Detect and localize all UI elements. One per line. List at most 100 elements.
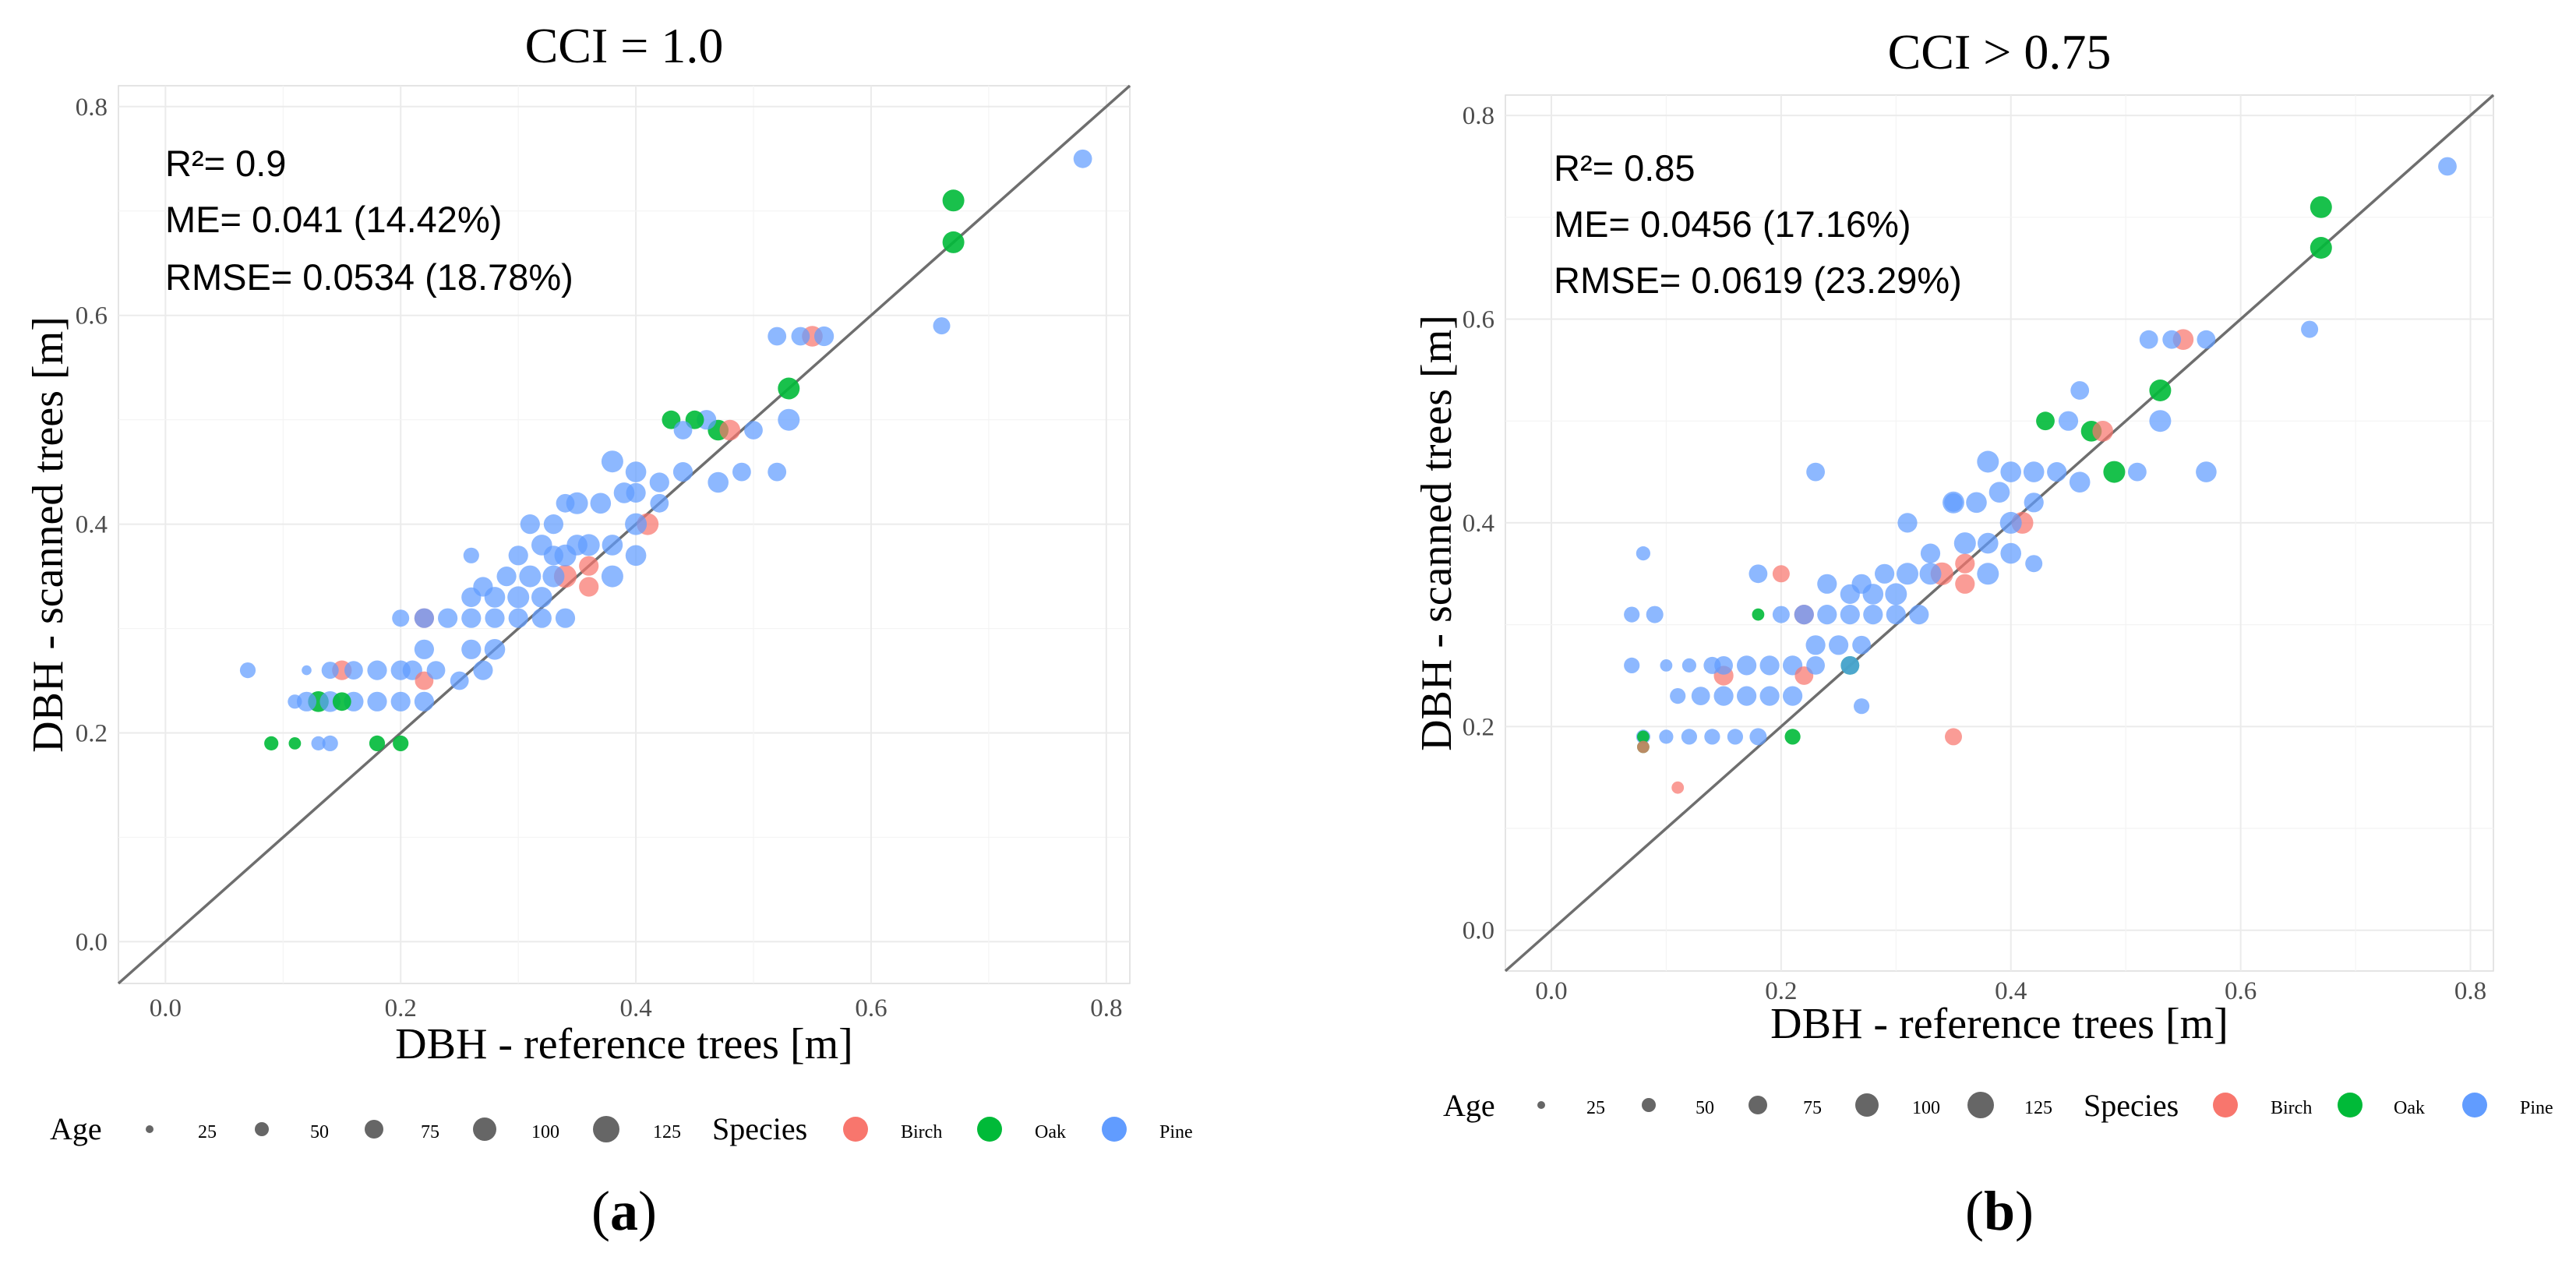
data-point-pine [461, 587, 482, 608]
x-tick-label: 0.2 [385, 994, 417, 1022]
data-point-pine [625, 545, 647, 567]
data-point-oak [1637, 730, 1650, 743]
species-label-pine: Pine [2520, 1098, 2553, 1118]
data-point-pine [2197, 330, 2216, 349]
stats-annotation: R²= 0.9 ME= 0.041 (14.42%) RMSE= 0.0534 … [165, 143, 573, 298]
data-point-pine [438, 608, 458, 628]
data-point-pine [1659, 729, 1674, 744]
data-point-pine [322, 735, 338, 752]
age-label-100: 100 [531, 1122, 559, 1142]
legend: Age 25 50 75 100 125 Species Birch Oak P… [1443, 1088, 2553, 1123]
data-point-oak [942, 189, 965, 212]
y-tick-label: 0.2 [76, 720, 108, 748]
data-point-pine [2196, 461, 2217, 482]
y-tick-label: 0.0 [1463, 917, 1494, 945]
data-point-pine [1759, 655, 1780, 676]
data-point-pine [1920, 543, 1941, 563]
data-point-pine [367, 660, 387, 680]
data-point-oak [2149, 380, 2172, 401]
data-point-pine [1988, 482, 2010, 503]
data-point-pine [1897, 563, 1918, 585]
x-tick-label: 0.6 [2225, 977, 2257, 1005]
data-point-pine [1737, 655, 1757, 676]
data-point-pine [311, 736, 326, 751]
data-point-pine [1977, 563, 1999, 585]
species-key-birch [843, 1117, 868, 1142]
data-point-pine [2162, 330, 2182, 349]
data-point-pine [626, 482, 646, 503]
data-point-oak [369, 735, 386, 752]
age-key-100 [473, 1117, 496, 1141]
points [239, 149, 1092, 752]
species-label-birch: Birch [901, 1122, 942, 1142]
me-stat: ME= 0.041 (14.42%) [165, 199, 502, 240]
species-label-oak: Oak [1035, 1122, 1066, 1142]
data-point-pine [390, 691, 411, 711]
data-point-pine [543, 514, 564, 535]
chart-title: CCI > 0.75 [1888, 24, 2112, 79]
data-point-pine [1829, 635, 1849, 655]
species-key-oak [2338, 1093, 2363, 1117]
chart-title: CCI = 1.0 [525, 18, 724, 73]
data-point-pine [732, 462, 751, 482]
data-point-pine [1670, 688, 1686, 704]
data-point-pine [2301, 320, 2319, 338]
data-point-pine [1817, 605, 1837, 625]
data-point-pine [1863, 605, 1883, 625]
y-tick-label: 0.0 [76, 928, 108, 956]
data-point-oak [332, 692, 351, 711]
data-point-pine [1759, 686, 1780, 706]
x-tick-label: 0.6 [855, 994, 887, 1022]
x-tick-label: 0.2 [1765, 977, 1797, 1005]
species-key-pine [2462, 1093, 2487, 1117]
data-point-pine [650, 493, 669, 513]
age-label-25: 25 [198, 1122, 217, 1142]
data-point-pine [2025, 555, 2043, 573]
data-point-pine [1978, 532, 1999, 554]
data-point-pine [1999, 511, 2022, 534]
data-point-pine [768, 327, 787, 346]
data-point-pine [1646, 606, 1664, 623]
panel-b: CCI > 0.75 R²= 0.85 ME= 0.0456 (17.16%) … [1413, 24, 2553, 1242]
data-point-pine [507, 586, 530, 609]
data-point-pine [1794, 605, 1814, 625]
data-point-pine [1624, 606, 1640, 623]
age-label-100: 100 [1912, 1098, 1940, 1118]
data-point-pine [1919, 563, 1942, 585]
points [1624, 157, 2457, 794]
data-point-pine [1886, 605, 1906, 625]
data-point-pine [484, 639, 506, 660]
data-point-pine [542, 565, 565, 588]
data-point-birch [1772, 565, 1790, 583]
data-point-pine [1840, 605, 1860, 625]
data-point-pine [414, 691, 435, 711]
r2-stat: R²= 0.9 [165, 143, 286, 184]
data-point-oak [264, 736, 279, 751]
data-point-pine [543, 545, 564, 566]
data-point-pine [1805, 635, 1826, 655]
data-point-pine [602, 535, 623, 556]
age-key-25 [146, 1125, 154, 1133]
data-point-birch [1637, 740, 1650, 754]
x-tick-label: 0.0 [1535, 977, 1567, 1005]
y-tick-label: 0.6 [1463, 306, 1494, 334]
data-point-pine [321, 662, 339, 680]
x-tick-label: 0.0 [150, 994, 182, 1022]
data-point-birch [1955, 574, 1975, 594]
data-point-birch [579, 556, 599, 576]
data-point-pine [555, 608, 576, 628]
data-point-oak [2036, 411, 2055, 431]
data-point-pine [1749, 728, 1767, 746]
data-point-pine [2024, 493, 2044, 513]
age-key-50 [1642, 1098, 1656, 1112]
species-label-pine: Pine [1159, 1122, 1193, 1142]
data-point-pine [1704, 729, 1720, 745]
age-label-125: 125 [2024, 1098, 2052, 1118]
data-point-pine [601, 565, 623, 588]
data-point-oak [1752, 608, 1765, 621]
data-point-pine [1944, 493, 1963, 512]
x-tick-label: 0.8 [1090, 994, 1122, 1022]
data-point-oak [2103, 461, 2126, 483]
me-stat: ME= 0.0456 (17.16%) [1554, 203, 1911, 245]
data-point-pine [367, 691, 387, 711]
